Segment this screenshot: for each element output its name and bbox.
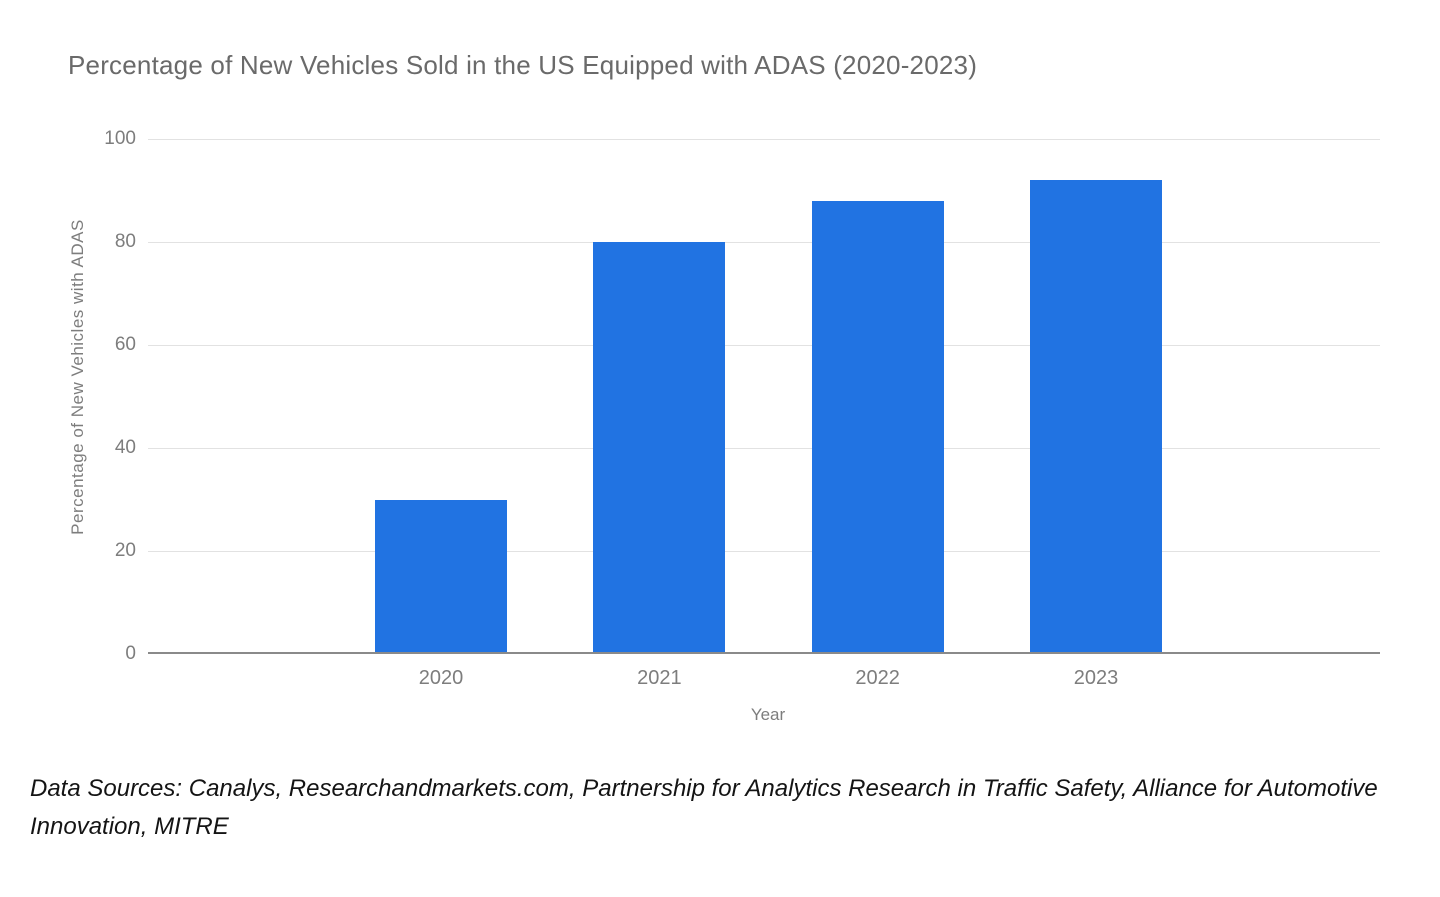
- x-tick-label-2020: 2020: [418, 667, 464, 689]
- bar-2023: [1029, 180, 1162, 654]
- x-tick-label-2022: 2022: [855, 667, 900, 689]
- chart-title: Percentage of New Vehicles Sold in the U…: [68, 50, 978, 80]
- gridline-40: [148, 448, 1380, 449]
- y-tick-label-60: 60: [114, 334, 136, 355]
- x-tick-label-2021: 2021: [637, 667, 682, 689]
- y-tick-label-0: 0: [125, 643, 136, 664]
- y-tick-label-20: 20: [114, 540, 136, 561]
- data-sources-note: Data Sources: Canalys, Researchandmarket…: [30, 775, 1378, 840]
- x-axis-title: Year: [750, 705, 786, 724]
- y-tick-label-100: 100: [104, 128, 136, 149]
- bar-2021: [593, 242, 726, 654]
- x-tick-label-2023: 2023: [1073, 667, 1119, 689]
- y-axis-title: Percentage of New Vehicles with ADAS: [68, 219, 87, 535]
- bar-2022: [811, 200, 944, 654]
- x-axis-line: [148, 652, 1380, 654]
- y-tick-label-80: 80: [114, 231, 136, 252]
- gridline-60: [148, 345, 1380, 346]
- y-tick-label-40: 40: [114, 437, 136, 458]
- plot-area: 0 20 40 60 80 100 2020 2021 2022 2023: [104, 128, 1380, 689]
- bar-2020: [375, 499, 507, 654]
- gridline-100: [148, 139, 1380, 140]
- gridline-20: [148, 551, 1380, 552]
- gridline-80: [148, 242, 1380, 243]
